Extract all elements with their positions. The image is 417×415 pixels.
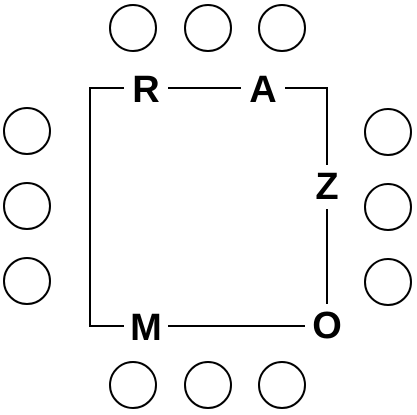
answer-slot-top-2[interactable] [184,4,232,52]
answer-slot-right-3[interactable] [364,258,412,306]
answer-slot-bottom-1[interactable] [109,361,157,409]
letter-top-2: A [241,68,285,112]
answer-slot-left-1[interactable] [3,107,51,155]
letter-bottom-2: O [305,304,349,348]
answer-slot-right-1[interactable] [364,108,412,156]
answer-slot-right-2[interactable] [364,183,412,231]
letter-top-1: R [124,68,168,112]
answer-slot-left-3[interactable] [3,257,51,305]
answer-slot-left-2[interactable] [3,182,51,230]
letter-bottom-1: M [124,306,168,350]
answer-slot-top-3[interactable] [258,4,306,52]
letter-right-1: Z [305,165,349,209]
answer-slot-top-1[interactable] [109,4,157,52]
letter-square [89,87,328,327]
answer-slot-bottom-2[interactable] [184,361,232,409]
answer-slot-bottom-3[interactable] [258,361,306,409]
